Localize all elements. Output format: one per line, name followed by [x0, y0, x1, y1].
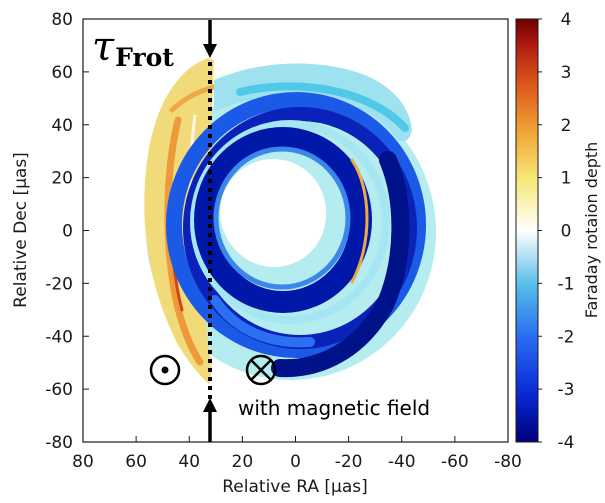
map-right-dark-band: [271, 151, 410, 378]
map-light-blue-arm: [214, 63, 412, 142]
y-tick-label: -60: [45, 380, 73, 400]
y-tick-label: 60: [51, 63, 73, 83]
colorbar-title: Faraday rotaion depth: [582, 142, 601, 319]
x-axis-ticks: 80 60 40 20 0 -20 -40 -60 -80: [72, 436, 522, 472]
y-tick-label: -40: [45, 327, 73, 347]
x-tick-label: -80: [494, 452, 522, 472]
y-tick-label: 20: [51, 169, 73, 189]
colorbar-tick-label: -1: [558, 274, 575, 294]
line-of-sight: [203, 20, 217, 442]
x-tick-label: -40: [388, 452, 416, 472]
map-inner-orange-streak: [350, 158, 369, 284]
field-into-page-symbol: [245, 354, 277, 386]
y-axis-title: Relative Dec [μas]: [11, 152, 31, 308]
colorbar-tick-label: -3: [558, 380, 575, 400]
magnetic-field-caption: with magnetic field: [238, 396, 430, 420]
map-inner-ring-highlight: [213, 146, 351, 290]
y-tick-label: 0: [62, 222, 73, 242]
colorbar-tick-label: 3: [561, 63, 572, 83]
map-light-band: [190, 120, 390, 324]
map-central-hole: [220, 159, 326, 265]
colorbar-tick-label: -2: [558, 327, 575, 347]
x-axis-title: Relative RA [μas]: [222, 477, 367, 497]
colorbar-ticks: 4 3 2 1 0 -1 -2 -3 -4: [538, 10, 574, 453]
x-tick-label: 0: [290, 452, 301, 472]
x-tick-label: -60: [441, 452, 469, 472]
x-tick-label: -20: [335, 452, 363, 472]
tau-label: τFrot: [92, 24, 174, 72]
map-cyan-arm: [236, 82, 409, 132]
map-lower-blue-patch: [210, 295, 315, 348]
colorbar: [515, 18, 539, 443]
y-axis-ticks: 80 60 40 20 0 -20 -40 -60 -80: [45, 10, 89, 453]
x-tick-label: 80: [72, 452, 94, 472]
map-inner-ring: [194, 127, 372, 313]
arrow-up-head: [203, 398, 217, 412]
colorbar-tick-label: 2: [561, 116, 572, 136]
colorbar-tick-label: 0: [561, 222, 572, 242]
y-tick-label: -20: [45, 274, 73, 294]
colorbar-tick-label: -4: [558, 433, 575, 453]
x-tick-label: 40: [178, 452, 200, 472]
colorbar-tick-label: 1: [561, 169, 572, 189]
field-out-of-page-symbol: [149, 354, 181, 386]
y-tick-label: 80: [51, 10, 73, 30]
y-tick-label: -80: [45, 433, 73, 453]
map-orange-band: [164, 116, 204, 366]
map-blue-ring-outer: [166, 92, 426, 358]
y-tick-label: 40: [51, 116, 73, 136]
x-tick-label: 20: [232, 452, 254, 472]
x-tick-label: 60: [125, 452, 147, 472]
faraday-rotation-map: [144, 58, 436, 385]
colorbar-tick-label: 4: [561, 10, 572, 30]
arrow-down-head: [203, 44, 217, 58]
